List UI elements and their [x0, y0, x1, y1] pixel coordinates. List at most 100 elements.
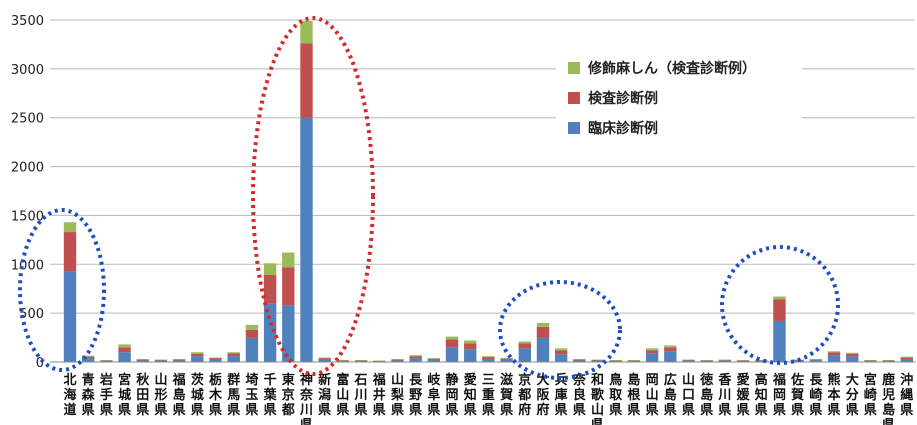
- x-tick-label: 高: [755, 372, 768, 388]
- x-axis: 北海道青森県岩手県宮城県秋田県山形県福島県茨城県栃木県群馬県埼玉県千葉県東京都神…: [50, 361, 915, 425]
- bar-segment: [63, 222, 77, 233]
- x-tick-label: 県: [482, 403, 495, 418]
- x-tick-label: 城: [191, 387, 204, 403]
- x-tick-label: 山: [646, 387, 659, 403]
- legend-swatch-modified-measles: [568, 62, 580, 74]
- x-tick-label: 玉: [245, 388, 258, 403]
- x-tick-label: 井: [373, 387, 386, 403]
- x-tick-label: 府: [518, 402, 531, 418]
- x-tick-label: 岩: [99, 372, 113, 388]
- x-tick-label: 児: [881, 388, 895, 403]
- x-tick-label: 県: [828, 403, 841, 418]
- x-tick-label: 県: [336, 403, 349, 418]
- bar-segment: [245, 324, 259, 330]
- x-tick-label: 香: [717, 372, 732, 388]
- x-tick-label: 阪: [536, 388, 550, 403]
- x-tick-label: 県: [191, 403, 204, 418]
- bar-segment: [464, 349, 477, 362]
- bar-segment: [300, 117, 313, 362]
- bar-segment: [773, 320, 786, 362]
- x-tick-label: 山: [391, 372, 404, 388]
- x-tick-label: 県: [118, 403, 131, 418]
- x-tick-label: 県: [646, 403, 659, 418]
- legend-label-clinical-diagnosis: 臨床診断例: [588, 120, 658, 137]
- bar-segment: [118, 344, 131, 348]
- legend-swatch-lab-diagnosis: [568, 92, 580, 104]
- x-tick-label: 県: [500, 403, 513, 418]
- x-tick-label: 県: [373, 403, 386, 418]
- x-tick-label: 徳: [699, 372, 713, 388]
- bar-segment: [664, 347, 677, 352]
- x-tick-label: 群: [227, 372, 240, 388]
- bar-segment: [318, 358, 331, 360]
- bar-segment: [445, 347, 459, 362]
- x-tick-label: 都: [281, 402, 295, 418]
- x-tick-label: 奈: [572, 372, 587, 388]
- bar-segment: [154, 360, 168, 362]
- y-tick-label: 3500: [11, 14, 44, 29]
- x-tick-label: 鹿: [882, 372, 895, 388]
- bar-segment: [846, 352, 859, 354]
- bar-segment: [427, 359, 441, 361]
- bar-segment: [827, 352, 841, 356]
- bar-segment: [282, 267, 295, 306]
- x-tick-label: 手: [100, 387, 113, 403]
- bar-segment: [136, 360, 149, 362]
- legend-label-lab-diagnosis: 検査診断例: [588, 90, 658, 107]
- x-tick-label: 根: [627, 387, 641, 403]
- x-tick-label: 県: [700, 403, 713, 418]
- legend-background: [556, 54, 802, 156]
- bar-segment: [191, 353, 204, 357]
- x-tick-label: 山: [682, 372, 695, 388]
- x-tick-label: 鳥: [609, 372, 622, 388]
- x-tick-label: 県: [264, 403, 277, 418]
- x-tick-label: 県: [591, 418, 604, 425]
- bar-segment: [573, 359, 586, 361]
- bar-segment: [846, 356, 859, 362]
- bar-segment: [391, 360, 404, 362]
- bar-segment: [118, 352, 131, 362]
- bar-segment: [82, 358, 95, 362]
- bar-segment: [482, 356, 495, 358]
- x-tick-label: 佐: [790, 372, 804, 388]
- bar-segment: [445, 336, 459, 340]
- x-tick-label: 県: [882, 418, 895, 425]
- x-tick-label: 県: [609, 403, 622, 418]
- x-tick-label: 県: [664, 403, 677, 418]
- bar-segment: [900, 356, 913, 358]
- legend-label-modified-measles: 修飾麻しん（検査診断例）: [587, 60, 756, 77]
- bar-segment: [682, 360, 695, 362]
- bar-segment: [482, 359, 495, 362]
- bar-segment: [391, 359, 404, 361]
- x-tick-label: 都: [517, 387, 531, 403]
- bar-segment: [518, 348, 531, 362]
- legend: 修飾麻しん（検査診断例） 検査診断例 臨床診断例: [556, 54, 802, 156]
- bar-segment: [554, 350, 568, 355]
- bar-segment: [482, 357, 495, 360]
- x-tick-label: 歌: [591, 387, 605, 403]
- x-tick-label: 県: [446, 403, 459, 418]
- x-tick-label: 宮: [118, 372, 131, 388]
- bar-segment: [464, 343, 477, 350]
- x-tick-label: 県: [391, 403, 404, 418]
- x-tick-label: 田: [136, 388, 149, 403]
- x-tick-label: 茨: [191, 372, 205, 388]
- x-tick-label: 千: [264, 372, 277, 388]
- x-tick-label: 福: [772, 372, 786, 388]
- x-tick-label: 県: [136, 403, 149, 418]
- bar-segment: [263, 303, 277, 362]
- x-tick-label: 県: [355, 403, 368, 418]
- bar-segment: [427, 358, 441, 360]
- bar-segment: [282, 252, 295, 268]
- x-tick-label: 福: [172, 372, 186, 388]
- bar-segment: [645, 353, 659, 362]
- bar-segment: [445, 339, 459, 348]
- x-tick-label: 賀: [499, 387, 513, 403]
- x-tick-label: 埼: [245, 372, 258, 388]
- x-tick-label: 島: [627, 372, 640, 388]
- x-tick-label: 福: [372, 372, 386, 388]
- bar-segment: [846, 353, 859, 357]
- x-tick-label: 富: [336, 372, 349, 388]
- x-tick-label: 本: [828, 387, 841, 403]
